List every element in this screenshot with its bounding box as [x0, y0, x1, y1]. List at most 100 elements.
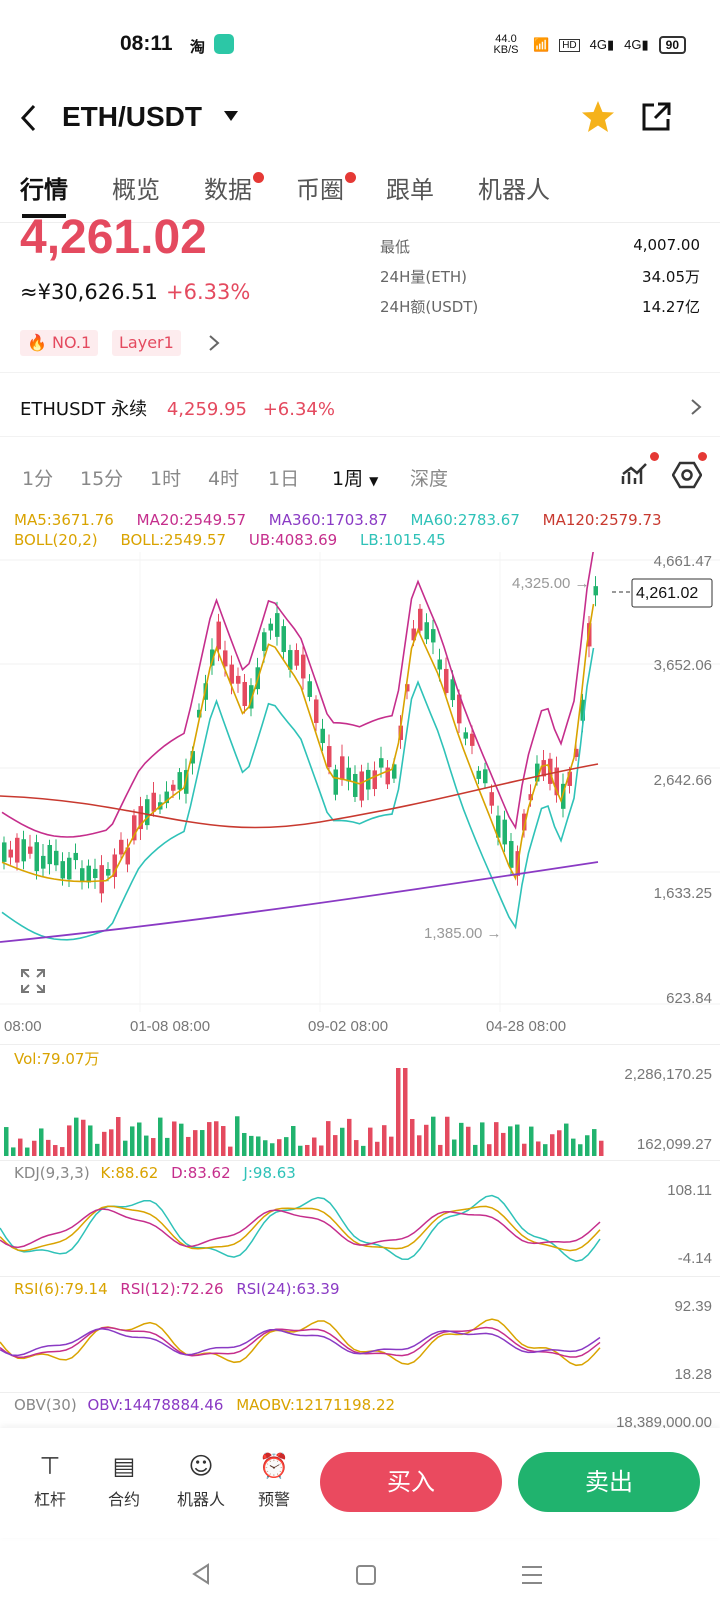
- alarm-button[interactable]: ⏰ 预警: [244, 1452, 304, 1510]
- candle: [47, 839, 52, 875]
- tab-market[interactable]: 行情: [20, 176, 68, 204]
- volume-bar: [494, 1122, 499, 1156]
- candle: [145, 794, 150, 830]
- tab-circle-label: 币圈: [296, 176, 344, 204]
- volume-bar: [326, 1121, 331, 1156]
- candle: [463, 727, 468, 746]
- contract-icon: ▤: [112, 1452, 136, 1480]
- candle: [294, 643, 299, 670]
- ma20-label: MA20:2549.57: [136, 511, 246, 529]
- tag-badge[interactable]: Layer1: [112, 330, 181, 356]
- buy-button[interactable]: 买入: [320, 1452, 502, 1512]
- volume-bar: [410, 1118, 415, 1156]
- stat-label: 24H量(ETH): [380, 268, 467, 286]
- nav-home-icon[interactable]: [355, 1564, 377, 1586]
- rank-badge[interactable]: 🔥 NO.1: [20, 330, 99, 356]
- volume-bar: [95, 1143, 100, 1156]
- volume-bar: [319, 1145, 324, 1156]
- tab-copy[interactable]: 跟单: [386, 176, 434, 204]
- tab-overview[interactable]: 概览: [112, 176, 160, 204]
- volume-bar: [179, 1123, 184, 1156]
- candle: [353, 765, 358, 803]
- tf-1h[interactable]: 1时: [150, 468, 182, 490]
- perpetual-row[interactable]: ETHUSDT 永续 4,259.95 +6.34%: [20, 395, 335, 421]
- volume-bar: [536, 1141, 541, 1156]
- volume-bar: [256, 1136, 261, 1156]
- candle: [268, 618, 273, 640]
- stat-value: 14.27亿: [642, 298, 700, 316]
- nav-menu-icon[interactable]: [520, 1564, 544, 1586]
- price-axis-label: 2,642.66: [653, 772, 712, 789]
- obv-legend: OBV(30) OBV:14478884.46 MAOBV:12171198.2…: [14, 1396, 395, 1414]
- candle: [125, 838, 130, 873]
- volume-bar: [452, 1139, 457, 1156]
- rank-label: NO.1: [52, 333, 92, 352]
- volume-bar: [11, 1147, 16, 1156]
- contract-button[interactable]: ▤ 合约: [94, 1452, 154, 1510]
- volume-bar: [123, 1140, 128, 1156]
- divider: [0, 1392, 720, 1393]
- stat-value: 34.05万: [642, 268, 700, 286]
- pair-title[interactable]: ETH/USDT: [62, 101, 202, 132]
- rsi6-label: RSI(6):79.14: [14, 1280, 108, 1298]
- share-icon[interactable]: [640, 101, 672, 133]
- tab-robot[interactable]: 机器人: [478, 176, 550, 204]
- volume-bar: [32, 1140, 37, 1156]
- maobv-value: MAOBV:12171198.22: [236, 1396, 396, 1414]
- tf-4h[interactable]: 4时: [208, 468, 240, 490]
- volume-bar: [361, 1145, 366, 1156]
- tf-1w[interactable]: 1周 ▼: [332, 464, 378, 491]
- tf-1m[interactable]: 1分: [22, 468, 54, 490]
- chevron-right-icon[interactable]: [690, 398, 702, 416]
- fullscreen-icon[interactable]: [20, 968, 46, 994]
- notification-dot: [253, 172, 264, 183]
- chevron-right-icon[interactable]: [208, 334, 220, 352]
- volume-bar: [592, 1129, 597, 1156]
- tf-depth[interactable]: 深度: [410, 468, 449, 490]
- notification-dot: [698, 452, 707, 461]
- nav-back-icon[interactable]: [190, 1562, 212, 1586]
- chevron-down-icon[interactable]: [222, 109, 240, 123]
- change-percent: +6.33%: [166, 280, 251, 304]
- kdj-j-line: [0, 1194, 601, 1262]
- leverage-button[interactable]: ⊤ 杠杆: [20, 1452, 80, 1510]
- boll-legend: BOLL(20,2) BOLL:2549.57 UB:4083.69 LB:10…: [14, 531, 446, 549]
- volume-bar: [39, 1128, 44, 1156]
- perpetual-price: 4,259.95: [166, 399, 247, 420]
- volume-bar: [284, 1137, 289, 1156]
- candle: [164, 781, 169, 809]
- volume-bar: [4, 1127, 9, 1156]
- ub-line: [1, 552, 594, 838]
- volume-bar: [235, 1116, 240, 1156]
- candlestick-chart[interactable]: [0, 552, 720, 1032]
- leverage-icon: ⊤: [39, 1452, 61, 1480]
- candle: [372, 761, 377, 797]
- chart-type-icon[interactable]: [620, 462, 650, 488]
- candle: [138, 796, 143, 841]
- status-right: 44.0 KB/S 📶 HD 4G▮ 4G▮ 90: [489, 34, 686, 56]
- net-speed: 44.0 KB/S: [493, 33, 519, 56]
- tf-15m[interactable]: 15分: [80, 468, 124, 490]
- robot-button[interactable]: ☺ 机器人: [170, 1452, 232, 1510]
- clock: 08:11: [120, 32, 173, 55]
- tab-data[interactable]: 数据: [204, 170, 264, 205]
- perpetual-change: +6.34%: [262, 399, 335, 420]
- volume-bar: [557, 1130, 562, 1156]
- sell-button[interactable]: 卖出: [518, 1452, 700, 1512]
- caret-down-icon: ▼: [369, 474, 379, 488]
- app-icon: [214, 34, 234, 54]
- candle: [177, 768, 182, 800]
- tab-circle[interactable]: 币圈: [296, 170, 356, 205]
- candle: [236, 667, 241, 693]
- volume-bar: [312, 1137, 317, 1156]
- tf-1d[interactable]: 1日: [268, 468, 300, 490]
- volume-bar: [445, 1116, 450, 1156]
- back-icon[interactable]: [18, 103, 40, 133]
- star-icon[interactable]: [580, 99, 616, 135]
- divider: [0, 1044, 720, 1045]
- volume-bar: [389, 1136, 394, 1156]
- volume-bar: [431, 1116, 436, 1156]
- candle: [359, 764, 364, 808]
- settings-icon[interactable]: [672, 460, 702, 490]
- volume-bar: [501, 1132, 506, 1156]
